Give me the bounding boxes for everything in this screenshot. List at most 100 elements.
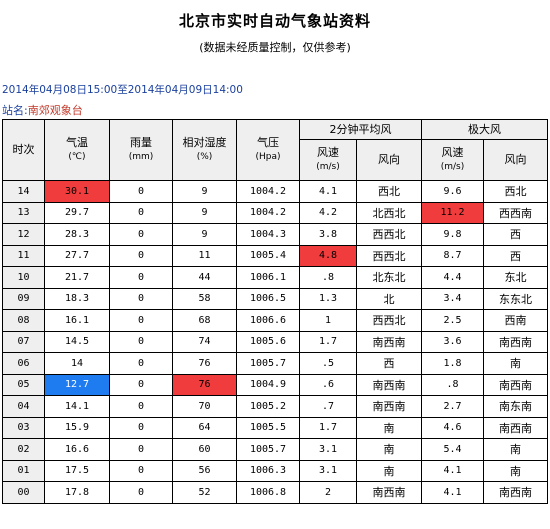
cell-time: 12	[2, 223, 45, 246]
cell-avg-wind-speed: .7	[299, 395, 357, 418]
table-row: 09 18.3 0 58 1006.5 1.3 北 3.4 东东北	[2, 287, 548, 310]
cell-temp: 16.1	[44, 309, 110, 332]
cell-rain: 0	[109, 395, 173, 418]
cell-time: 05	[2, 373, 45, 396]
cell-max-wind-speed: 2.7	[421, 395, 484, 418]
cell-time: 11	[2, 244, 45, 267]
header-max-speed-unit: (m/s)	[440, 162, 465, 172]
cell-pressure: 1005.2	[236, 395, 300, 418]
cell-max-wind-speed: 9.8	[421, 223, 484, 246]
cell-humidity: 9	[172, 223, 237, 246]
cell-max-wind-dir: 西西南	[483, 201, 548, 224]
header-rain-label: 雨量	[130, 136, 152, 149]
cell-max-wind-dir: 南西南	[483, 373, 548, 396]
cell-avg-wind-speed: 2	[299, 481, 357, 504]
cell-max-wind-speed: .8	[421, 373, 484, 396]
header-avg-wind-group: 2分钟平均风	[299, 119, 422, 140]
cell-max-wind-dir: 南	[483, 352, 548, 375]
table-row: 07 14.5 0 74 1005.6 1.7 南西南 3.6 南西南	[2, 330, 548, 353]
cell-max-wind-dir: 西	[483, 223, 548, 246]
cell-humidity: 44	[172, 266, 237, 289]
cell-temp: 14.5	[44, 330, 110, 353]
cell-temp: 30.1	[44, 180, 110, 203]
cell-pressure: 1004.9	[236, 373, 300, 396]
cell-time: 08	[2, 309, 45, 332]
cell-time: 01	[2, 459, 45, 482]
cell-humidity: 76	[172, 373, 237, 396]
cell-avg-wind-speed: 4.1	[299, 180, 357, 203]
cell-avg-wind-dir: 西北	[356, 180, 422, 203]
cell-rain: 0	[109, 373, 173, 396]
cell-pressure: 1006.1	[236, 266, 300, 289]
header-pressure: 气压 (Hpa)	[236, 119, 300, 181]
cell-temp: 18.3	[44, 287, 110, 310]
header-avg-speed-label: 风速	[317, 146, 339, 159]
cell-pressure: 1005.6	[236, 330, 300, 353]
table-body: 14 30.1 0 9 1004.2 4.1 西北 9.6 西北 13 29.7 0 9 1004.2 4.…	[2, 180, 548, 504]
cell-rain: 0	[109, 223, 173, 246]
cell-max-wind-speed: 5.4	[421, 438, 484, 461]
cell-time: 00	[2, 481, 45, 504]
cell-humidity: 52	[172, 481, 237, 504]
cell-max-wind-dir: 南	[483, 459, 548, 482]
header-humidity-label: 相对湿度	[182, 136, 227, 149]
cell-max-wind-dir: 南	[483, 438, 548, 461]
table-row: 05 12.7 0 76 1004.9.6 南西南 .8 南西南	[2, 373, 548, 396]
header-avg-speed-unit: (m/s)	[316, 162, 340, 172]
cell-rain: 0	[109, 330, 173, 353]
station-label: 站名:	[2, 104, 28, 117]
weather-table: 时次 气温 (℃) 雨量 (mm) 相对湿度 (%) 气压 (Hpa) 2分钟平均风 极…	[2, 119, 548, 504]
cell-avg-wind-speed: 3.8	[299, 223, 357, 246]
cell-avg-wind-speed: 1	[299, 309, 357, 332]
cell-avg-wind-speed: 1.7	[299, 330, 357, 353]
header-pressure-label: 气压	[257, 136, 279, 149]
cell-avg-wind-dir: 西	[356, 352, 422, 375]
cell-pressure: 1005.7	[236, 352, 300, 375]
table-row: 04 14.1 0 70 1005.2.7 南西南 2.7 南东南	[2, 395, 548, 418]
cell-rain: 0	[109, 266, 173, 289]
cell-pressure: 1005.7	[236, 438, 300, 461]
cell-humidity: 9	[172, 180, 237, 203]
cell-max-wind-speed: 9.6	[421, 180, 484, 203]
cell-avg-wind-speed: 3.1	[299, 459, 357, 482]
header-avg-dir: 风向	[356, 139, 422, 181]
cell-humidity: 76	[172, 352, 237, 375]
cell-rain: 0	[109, 352, 173, 375]
table-row: 14 30.1 0 9 1004.2 4.1 西北 9.6 西北	[2, 180, 548, 203]
cell-rain: 0	[109, 438, 173, 461]
cell-max-wind-dir: 南西南	[483, 416, 548, 439]
cell-pressure: 1004.2	[236, 201, 300, 224]
cell-max-wind-dir: 南东南	[483, 395, 548, 418]
cell-avg-wind-dir: 南西南	[356, 395, 422, 418]
cell-max-wind-speed: 1.8	[421, 352, 484, 375]
cell-humidity: 68	[172, 309, 237, 332]
cell-avg-wind-dir: 北西北	[356, 201, 422, 224]
cell-pressure: 1005.4	[236, 244, 300, 267]
cell-avg-wind-dir: 南西南	[356, 481, 422, 504]
cell-avg-wind-dir: 南西南	[356, 330, 422, 353]
cell-humidity: 9	[172, 201, 237, 224]
station-name: 南郊观象台	[27, 104, 83, 117]
cell-time: 04	[2, 395, 45, 418]
cell-avg-wind-speed: 3.1	[299, 438, 357, 461]
cell-pressure: 1005.5	[236, 416, 300, 439]
cell-avg-wind-speed: 1.3	[299, 287, 357, 310]
table-row: 10 21.7 0 44 1006.1.8 北东北 4.4 东北	[2, 266, 548, 289]
cell-avg-wind-dir: 北东北	[356, 266, 422, 289]
table-row: 11 27.7 0 11 1005.4 4.8 西西北 8.7 西	[2, 244, 548, 267]
cell-temp: 21.7	[44, 266, 110, 289]
cell-time: 10	[2, 266, 45, 289]
cell-max-wind-dir: 西北	[483, 180, 548, 203]
cell-avg-wind-dir: 西西北	[356, 244, 422, 267]
cell-max-wind-speed: 3.4	[421, 287, 484, 310]
cell-time: 03	[2, 416, 45, 439]
table-row: 08 16.1 0 68 1006.6 1 西西北 2.5 西南	[2, 309, 548, 332]
cell-pressure: 1006.3	[236, 459, 300, 482]
cell-time: 06	[2, 352, 45, 375]
header-time: 时次	[2, 119, 45, 181]
cell-temp: 16.6	[44, 438, 110, 461]
cell-max-wind-dir: 西南	[483, 309, 548, 332]
cell-rain: 0	[109, 416, 173, 439]
table-row: 06 14 0 76 1005.7.5 西 1.8 南	[2, 352, 548, 375]
cell-max-wind-speed: 3.6	[421, 330, 484, 353]
